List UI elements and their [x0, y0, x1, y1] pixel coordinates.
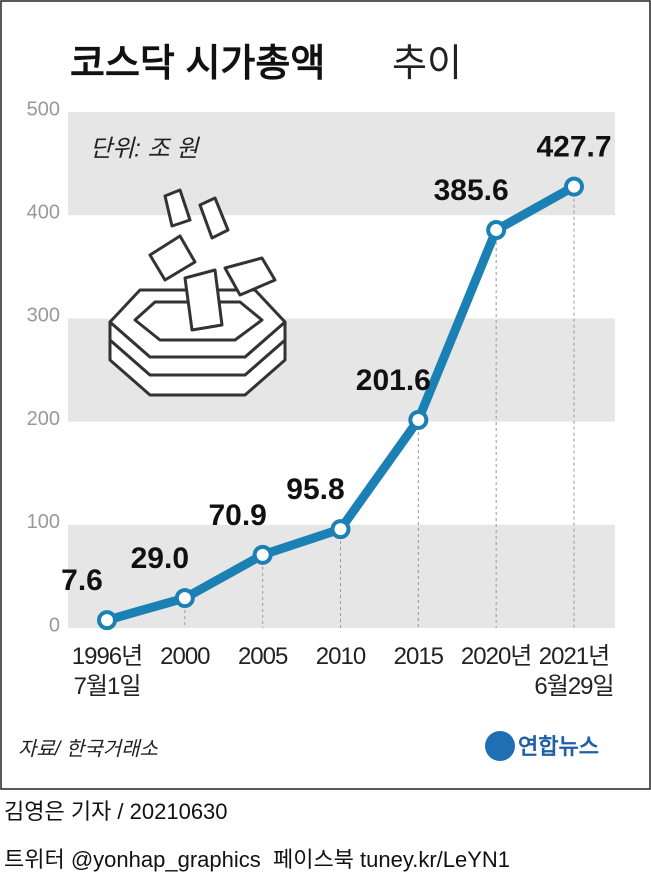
unit-note: 단위: 조 원 [90, 135, 200, 162]
y-tick-label: 300 [27, 305, 60, 327]
logo: 연합뉴스 [518, 734, 599, 759]
value-label: 201.6 [356, 364, 431, 397]
grid-band [68, 524, 615, 628]
x-tick-label: 2005 [237, 643, 288, 670]
icon [108, 188, 287, 397]
chart-title-suffix: 추이 [392, 43, 462, 85]
x-tick-label: 1996년 7월1일 [71, 643, 143, 700]
x-tick-label: 2000 [160, 643, 210, 670]
marker [174, 588, 195, 609]
y-tick-label: 0 [49, 614, 60, 636]
y-tick-label: 200 [27, 408, 60, 430]
marker [252, 544, 273, 565]
byline: 김영은 기자 / 20210630 [4, 799, 228, 824]
marker [486, 220, 507, 241]
value-label: 7.6 [61, 564, 103, 597]
value-label: 29.0 [131, 542, 189, 575]
value-label: 95.8 [286, 473, 344, 506]
value-label: 385.6 [434, 174, 509, 207]
x-tick-label: 2021년 6월29일 [534, 643, 614, 700]
grid-band [68, 112, 615, 216]
marker [408, 409, 429, 430]
y-tick-label: 500 [27, 98, 60, 120]
y-tick-label: 100 [27, 511, 60, 533]
marker [330, 519, 351, 540]
marker [564, 176, 584, 197]
value-label: 427.7 [536, 131, 611, 164]
x-tick-label: 2010 [315, 643, 366, 670]
value-label: 70.9 [208, 499, 266, 532]
frame [0, 0, 651, 790]
source: 자료/ 한국거래소 [18, 738, 159, 760]
y-tick-label: 400 [27, 201, 60, 223]
logo-mark [485, 731, 515, 761]
x-tick-label: 2015 [393, 643, 444, 670]
marker [97, 610, 117, 631]
chart-title: 코스닥 시가총액 [70, 43, 325, 85]
sns: 트위터 @yonhap_graphics 페이스북 tuney.kr/LeYN1 [4, 847, 511, 872]
x-tick-label: 2020년 [460, 643, 532, 670]
